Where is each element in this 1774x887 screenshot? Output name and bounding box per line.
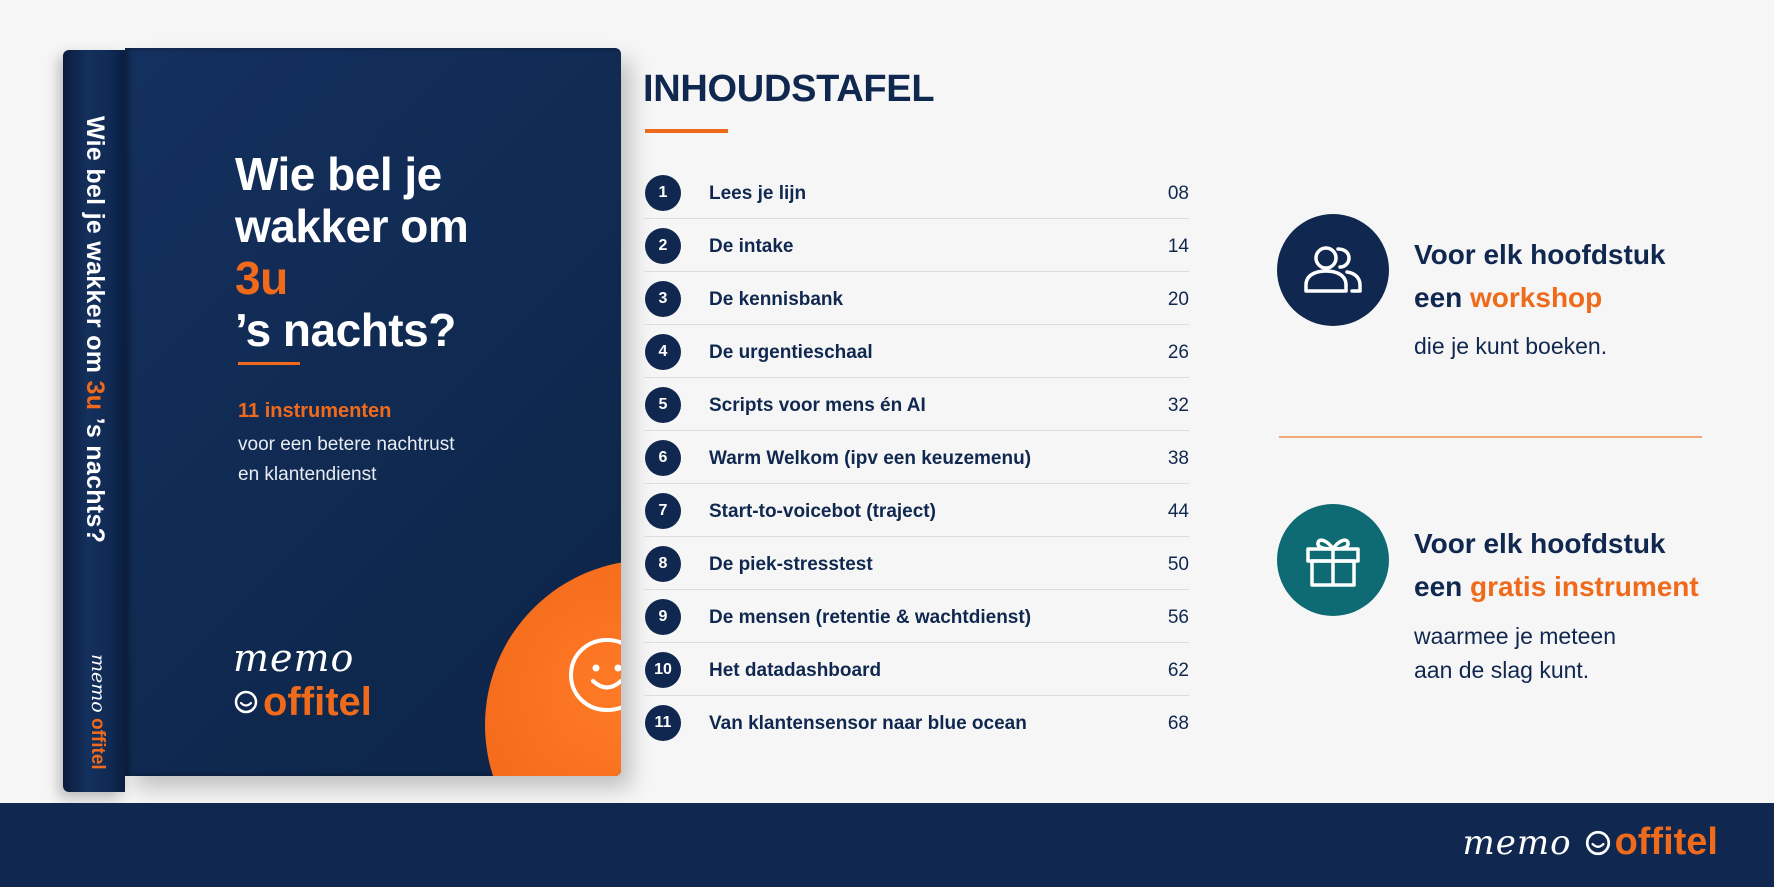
book-cover: Wie bel je wakker om 3u ’s nachts? 11 in…	[125, 48, 621, 776]
toc-item-number: 10	[645, 652, 681, 688]
toc-item-number: 8	[645, 546, 681, 582]
toc-item[interactable]: 9 De mensen (retentie & wachtdienst) 56	[644, 590, 1189, 643]
toc-item-title: Scripts voor mens én AI	[709, 395, 926, 416]
toc-item-title: De mensen (retentie & wachtdienst)	[709, 607, 1032, 628]
footer-bar: memo offitel	[0, 803, 1774, 887]
cover-title-line3: ’s nachts?	[235, 304, 456, 356]
toc-item-page: 32	[1167, 395, 1189, 416]
feature-heading: Voor elk hoofdstuk een workshop	[1414, 233, 1666, 319]
spine-logo: memo offitel	[79, 654, 109, 794]
cover-logo: memo offitel	[233, 638, 372, 724]
feature-divider	[1279, 436, 1702, 438]
smiley-chat-icon	[569, 638, 621, 712]
toc-item-number: 4	[645, 334, 681, 370]
spine-title-text: Wie bel je wakker om	[81, 116, 109, 381]
toc-item-page: 68	[1167, 713, 1189, 734]
toc-item-page: 44	[1167, 501, 1189, 522]
toc-item-number: 2	[645, 228, 681, 264]
footer-logo[interactable]: memo offitel	[1462, 821, 1718, 864]
cover-title-line2-text: wakker om	[235, 200, 469, 252]
cover-logo-memo: memo	[233, 636, 355, 680]
toc-item-title: Het datadashboard	[709, 660, 882, 681]
spine-title: Wie bel je wakker om 3u ’s nachts?	[79, 116, 109, 606]
cover-subtitle-line1: voor een betere nachtrust	[238, 434, 455, 455]
toc-item-number: 3	[645, 281, 681, 317]
cover-title-line2: wakker om 3u	[235, 200, 595, 304]
toc-item-page: 26	[1167, 342, 1189, 363]
footer-logo-memo: memo	[1462, 822, 1572, 863]
feature-heading-line1: Voor elk hoofdstuk	[1414, 239, 1666, 270]
feature-heading-line1: Voor elk hoofdstuk	[1414, 528, 1666, 559]
feature-heading-line2-text: een	[1414, 282, 1471, 313]
feature-body: waarmee je meteen aan de slag kunt.	[1414, 619, 1616, 687]
toc-item-title: De kennisbank	[709, 289, 844, 310]
toc-item-page: 50	[1167, 554, 1189, 575]
toc-item-page: 62	[1167, 660, 1189, 681]
toc-item-title: Lees je lijn	[709, 183, 807, 204]
cover-title-accent: 3u	[235, 252, 288, 304]
toc-item-page: 38	[1167, 448, 1189, 469]
toc-item[interactable]: 6 Warm Welkom (ipv een keuzemenu) 38	[644, 431, 1189, 484]
cover-subtitle-highlight: 11 instrumenten	[238, 400, 392, 422]
cover-logo-row: offitel	[233, 680, 372, 724]
toc-item-number: 9	[645, 599, 681, 635]
toc-item[interactable]: 3 De kennisbank 20	[644, 272, 1189, 325]
cover-subtitle-line2: en klantendienst	[238, 464, 377, 485]
cover-subtitle: voor een betere nachtrust en klantendien…	[238, 430, 455, 490]
feature-heading-line2: een gratis instrument	[1414, 565, 1699, 608]
toc-item-number: 5	[645, 387, 681, 423]
toc-heading: INHOUDSTAFEL	[643, 68, 935, 110]
chat-bubble-icon	[1585, 830, 1610, 855]
toc-item-page: 08	[1167, 183, 1189, 204]
toc-item[interactable]: 10 Het datadashboard 62	[644, 643, 1189, 696]
cover-logo-brand: offitel	[263, 680, 372, 724]
feature-body-line2: aan de slag kunt.	[1414, 657, 1590, 683]
toc-item-page: 56	[1167, 607, 1189, 628]
cover-title: Wie bel je wakker om 3u ’s nachts?	[235, 148, 595, 356]
cover-title-line1: Wie bel je	[235, 148, 442, 200]
toc-item-title: Van klantensensor naar blue ocean	[709, 713, 1027, 734]
gift-icon	[1277, 504, 1389, 616]
spine-logo-brand: offitel	[87, 718, 108, 770]
spine-title-end: ’s nachts?	[81, 410, 109, 544]
toc-item-number: 7	[645, 493, 681, 529]
toc-item-number: 6	[645, 440, 681, 476]
feature-heading: Voor elk hoofdstuk een gratis instrument	[1414, 522, 1699, 608]
toc-item-title: De urgentieschaal	[709, 342, 873, 363]
toc-item[interactable]: 7 Start-to-voicebot (traject) 44	[644, 484, 1189, 537]
toc-item[interactable]: 1 Lees je lijn 08	[644, 166, 1189, 219]
toc-item-title: Warm Welkom (ipv een keuzemenu)	[709, 448, 1032, 469]
toc-item-page: 20	[1167, 289, 1189, 310]
toc-item-title: Start-to-voicebot (traject)	[709, 501, 936, 522]
feature-heading-line2: een workshop	[1414, 276, 1666, 319]
feature-body: die je kunt boeken.	[1414, 329, 1607, 363]
spine-logo-memo: memo	[87, 654, 109, 713]
toc-item-number: 11	[645, 705, 681, 741]
footer-logo-brand: offitel	[1614, 821, 1718, 863]
spine-title-accent: 3u	[81, 380, 109, 411]
toc-item[interactable]: 4 De urgentieschaal 26	[644, 325, 1189, 378]
toc-heading-underline	[645, 129, 728, 133]
toc-item-number: 1	[645, 175, 681, 211]
book-spine: Wie bel je wakker om 3u ’s nachts? memo …	[63, 50, 125, 792]
feature-body-line1: waarmee je meteen	[1414, 623, 1616, 649]
toc-item-title: De piek-stresstest	[709, 554, 873, 575]
toc-item[interactable]: 5 Scripts voor mens én AI 32	[644, 378, 1189, 431]
feature-heading-accent: gratis instrument	[1470, 571, 1699, 602]
toc-item[interactable]: 8 De piek-stresstest 50	[644, 537, 1189, 590]
people-icon	[1277, 214, 1389, 326]
book-mockup: Wie bel je wakker om 3u ’s nachts? memo …	[63, 48, 621, 792]
toc-list: 1 Lees je lijn 08 2 De intake 14 3 De ke…	[644, 166, 1189, 749]
cover-divider	[238, 362, 300, 365]
feature-heading-accent: workshop	[1470, 282, 1603, 313]
toc-item[interactable]: 11 Van klantensensor naar blue ocean 68	[644, 696, 1189, 749]
chat-bubble-icon	[234, 690, 258, 714]
toc-item[interactable]: 2 De intake 14	[644, 219, 1189, 272]
feature-heading-line2-text: een	[1414, 571, 1471, 602]
toc-item-page: 14	[1167, 236, 1189, 257]
toc-item-title: De intake	[709, 236, 794, 257]
feature-body-line1: die je kunt boeken.	[1414, 333, 1608, 359]
